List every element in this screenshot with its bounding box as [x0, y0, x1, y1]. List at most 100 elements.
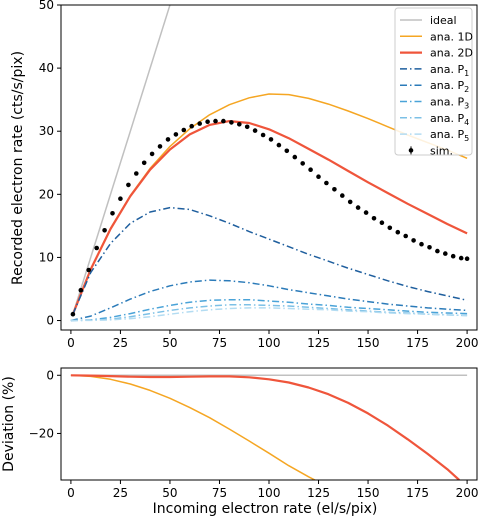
series-line-ideal: [72, 5, 171, 315]
x-tick-label: 0: [67, 486, 75, 500]
legend-label: ana. P4: [430, 112, 469, 127]
data-point: [173, 132, 179, 137]
y-tick-label: 40: [39, 61, 54, 75]
data-point: [308, 167, 313, 172]
x-tick-label: 25: [113, 336, 128, 350]
series-line-ana-p2: [70, 279, 468, 322]
data-point: [300, 161, 306, 166]
legend-box: [394, 7, 473, 156]
series-sim: [70, 118, 470, 317]
y-tick-label: 30: [39, 124, 54, 138]
data-point: [332, 187, 337, 192]
legend-label: ana. P2: [430, 79, 469, 94]
bottom-series-group: [70, 374, 468, 480]
data-point: [134, 171, 139, 176]
y-tick-label: 20: [39, 187, 54, 201]
x-tick-label: 50: [162, 486, 177, 500]
legend-item-ideal: ideal: [400, 14, 457, 27]
data-point: [355, 205, 361, 210]
data-point: [276, 142, 282, 148]
legend-item-ana-2d: ana. 2D: [400, 47, 473, 60]
data-point: [419, 241, 424, 247]
data-point: [347, 199, 353, 205]
data-point: [284, 148, 290, 154]
top-x-axis: 0 25 50 75 100 125 150 175 200: [67, 330, 479, 350]
legend-label: sim.: [430, 144, 453, 157]
legend-item-sim: sim.: [408, 144, 453, 157]
series-line-ana-2d: [70, 374, 460, 480]
data-point: [387, 225, 393, 231]
legend-item-ana-p1: ana. P1: [400, 63, 469, 78]
y-tick-label: 50: [39, 0, 54, 12]
x-tick-label: 75: [212, 336, 227, 350]
legend-label: ideal: [430, 14, 457, 27]
data-point: [189, 123, 194, 129]
top-y-axis: 0 10 20 30 40 50: [39, 0, 61, 328]
bottom-panel: 0 25 50 75 100 125 150 175 200 0 −20 Deviation (%…: [1, 367, 479, 517]
data-point: [94, 245, 99, 251]
data-point: [205, 119, 210, 124]
data-point: [403, 233, 409, 239]
data-point: [411, 238, 416, 243]
data-point: [86, 267, 91, 273]
data-point: [213, 118, 218, 124]
data-point: [78, 287, 84, 293]
data-point: [316, 174, 321, 179]
bottom-plot-frame: [60, 367, 478, 481]
data-point: [244, 124, 250, 130]
x-tick-label: 150: [357, 336, 380, 350]
series-line-ana-p3: [70, 298, 468, 322]
x-tick-label: 100: [258, 336, 281, 350]
legend-item-ana-p4: ana. P4: [400, 112, 469, 127]
data-point: [324, 180, 329, 186]
x-tick-label: 150: [357, 486, 380, 500]
y-tick-label: −20: [29, 426, 54, 440]
bottom-y-axis: 0 −20: [29, 368, 61, 440]
x-tick-label: 200: [456, 336, 479, 350]
data-point: [126, 182, 131, 188]
legend-marker: [408, 148, 414, 153]
data-point: [141, 160, 147, 166]
data-point: [252, 128, 258, 133]
data-point: [110, 211, 115, 216]
series-line-ana-p4: [70, 304, 468, 322]
data-point: [379, 220, 385, 225]
data-point: [221, 118, 226, 124]
x-tick-label: 125: [307, 336, 330, 350]
data-point: [118, 196, 123, 201]
y-tick-label: 10: [39, 250, 54, 264]
series-line-ana-2d: [71, 119, 468, 315]
data-point: [268, 137, 274, 142]
data-point: [340, 193, 345, 198]
legend-item-ana-p5: ana. P5: [400, 128, 469, 143]
series-line-ana-p1: [72, 206, 468, 315]
data-point: [260, 132, 266, 138]
x-tick-label: 0: [67, 336, 75, 350]
legend-label: ana. P3: [430, 96, 469, 111]
data-point: [395, 229, 401, 235]
legend-item-ana-p3: ana. P3: [400, 96, 469, 111]
data-point: [427, 245, 432, 250]
legend-label: ana. 2D: [430, 47, 473, 60]
data-point: [292, 154, 298, 160]
x-tick-label: 25: [113, 486, 128, 500]
x-tick-label: 50: [162, 336, 177, 350]
legend-label: ana. P1: [430, 63, 469, 78]
data-point: [229, 120, 234, 125]
top-series-group: [70, 5, 470, 322]
data-point: [102, 228, 107, 233]
data-point: [149, 151, 155, 157]
data-point: [157, 144, 163, 149]
legend-label: ana. 1D: [430, 30, 473, 43]
x-tick-label: 75: [212, 486, 227, 500]
x-tick-label: 125: [307, 486, 330, 500]
top-y-axis-label: Recorded electron rate (cts/s/pix): [10, 51, 26, 285]
x-tick-label: 100: [258, 486, 281, 500]
data-point: [165, 137, 171, 142]
data-point: [197, 121, 202, 126]
data-point: [464, 256, 470, 262]
data-point: [458, 255, 464, 261]
legend-item-ana-p2: ana. P2: [400, 79, 469, 94]
